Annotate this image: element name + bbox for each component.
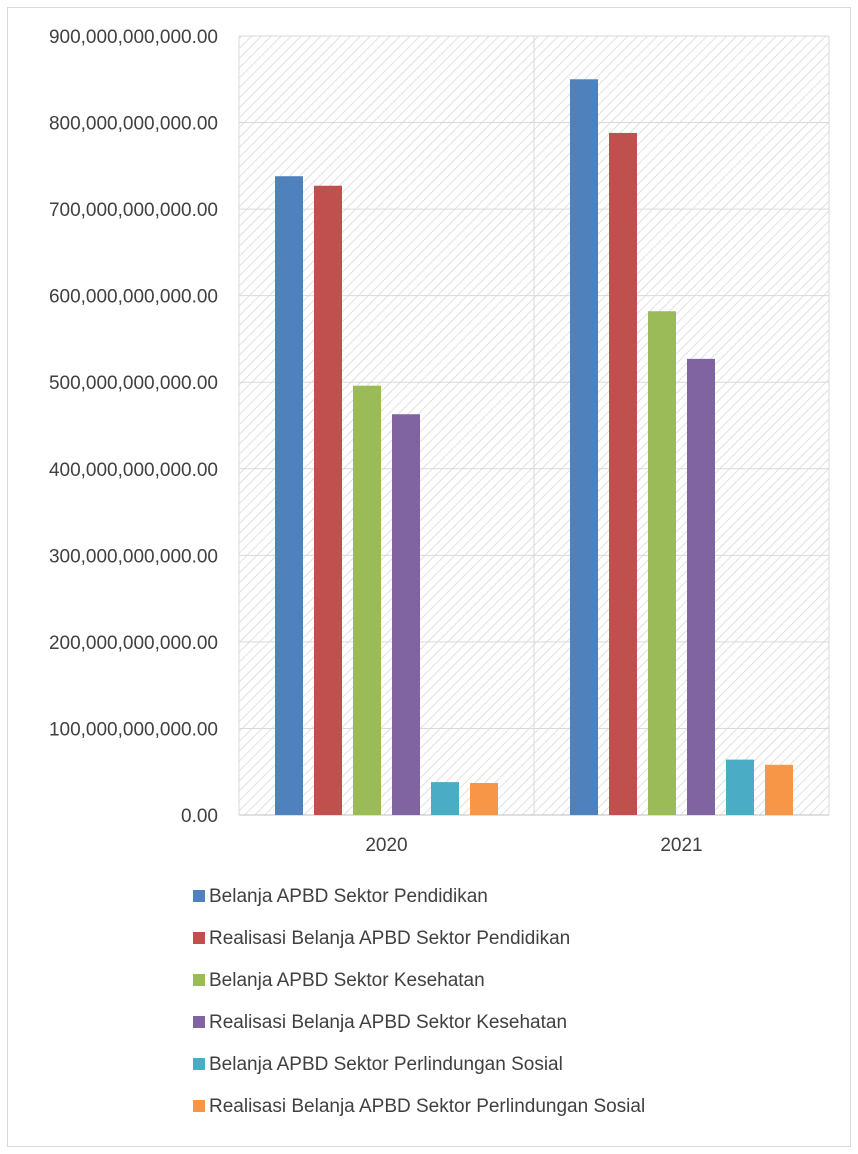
- bar: [765, 764, 793, 815]
- x-tick-label: 2021: [660, 835, 702, 856]
- legend-swatch: [193, 932, 205, 944]
- y-axis: 0.00 100,000,000,000.00 200,000,000,000.00…: [49, 27, 218, 827]
- bar: [275, 176, 303, 816]
- legend-swatch: [193, 974, 205, 986]
- y-tick-label: 600,000,000,000.00: [49, 287, 218, 308]
- x-axis: 2020 2021: [365, 835, 702, 856]
- legend-label: Realisasi Belanja APBD Sektor Pendidikan: [209, 928, 570, 949]
- bar: [470, 782, 498, 815]
- legend-label: Realisasi Belanja APBD Sektor Perlindung…: [209, 1096, 645, 1117]
- legend-label: Realisasi Belanja APBD Sektor Kesehatan: [209, 1012, 567, 1033]
- legend-swatch: [193, 1016, 205, 1028]
- bar: [353, 385, 381, 815]
- bar: [570, 79, 598, 816]
- bar: [314, 185, 342, 816]
- bar: [431, 782, 459, 815]
- y-tick-label: 900,000,000,000.00: [49, 27, 218, 48]
- y-tick-label: 800,000,000,000.00: [49, 114, 218, 135]
- y-tick-label: 200,000,000,000.00: [49, 633, 218, 654]
- legend-label: Belanja APBD Sektor Kesehatan: [209, 970, 485, 991]
- legend-swatch: [193, 890, 205, 902]
- bars: [275, 79, 793, 816]
- bar: [687, 358, 715, 815]
- y-tick-label: 700,000,000,000.00: [49, 200, 218, 221]
- bar: [726, 759, 754, 815]
- y-tick-label: 0.00: [181, 806, 218, 827]
- y-tick-label: 300,000,000,000.00: [49, 546, 218, 567]
- x-tick-label: 2020: [365, 835, 407, 856]
- bar: [648, 311, 676, 815]
- legend-label: Belanja APBD Sektor Pendidikan: [209, 886, 488, 907]
- y-tick-label: 100,000,000,000.00: [49, 719, 218, 740]
- y-tick-label: 400,000,000,000.00: [49, 460, 218, 481]
- legend-label: Belanja APBD Sektor Perlindungan Sosial: [209, 1054, 563, 1075]
- y-tick-label: 500,000,000,000.00: [49, 373, 218, 394]
- bar: [392, 414, 420, 815]
- bar: [609, 132, 637, 816]
- legend-swatch: [193, 1058, 205, 1070]
- legend-swatch: [193, 1100, 205, 1112]
- legend: Belanja APBD Sektor Pendidikan Realisasi …: [193, 886, 645, 1117]
